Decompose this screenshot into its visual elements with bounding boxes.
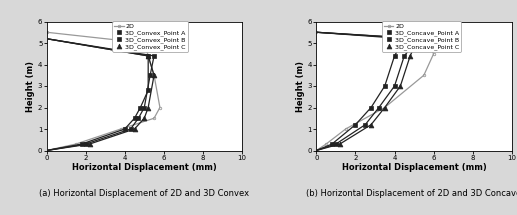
2D [141, 42, 147, 44]
Line: 3D_Concave_Point B: 3D_Concave_Point B [333, 36, 420, 146]
Line: 3D_Convex_Point A: 3D_Convex_Point A [79, 54, 150, 146]
3D_Convex_Point B [128, 128, 134, 130]
2D [151, 117, 157, 120]
3D_Convex_Point A [145, 89, 151, 92]
3D_Convex_Point A [145, 55, 151, 57]
3D_Convex_Point B [151, 55, 157, 57]
Text: (b) Horizontal Displacement of 2D and 3D Concave: (b) Horizontal Displacement of 2D and 3D… [307, 189, 517, 198]
2D [43, 149, 50, 152]
2D [421, 74, 427, 77]
3D_Concave_Point C [337, 143, 343, 145]
3D_Convex_Point A [131, 117, 138, 120]
3D_Concave_Point B [362, 123, 368, 126]
Legend: 2D, 3D_Concave_Point A, 3D_Concave_Point B, 3D_Concave_Point C: 2D, 3D_Concave_Point A, 3D_Concave_Point… [382, 22, 461, 52]
2D [73, 143, 79, 145]
3D_Concave_Point A [352, 123, 358, 126]
Line: 2D: 2D [45, 31, 161, 152]
Text: (a) Horizontal Displacement of 2D and 3D Convex: (a) Horizontal Displacement of 2D and 3D… [39, 189, 249, 198]
2D [43, 31, 50, 34]
3D_Convex_Point C [141, 117, 147, 120]
3D_Concave_Point B [376, 106, 382, 109]
3D_Concave_Point A [329, 143, 335, 145]
3D_Convex_Point B [135, 117, 142, 120]
2D [313, 31, 320, 34]
X-axis label: Horizontal Displacement (mm): Horizontal Displacement (mm) [72, 163, 217, 172]
2D [382, 106, 388, 109]
2D [431, 52, 437, 55]
2D [323, 143, 329, 145]
3D_Convex_Point C [145, 106, 151, 109]
3D_Concave_Point B [401, 55, 407, 57]
3D_Concave_Point B [333, 143, 339, 145]
Legend: 2D, 3D_Convex_Point A, 3D_Convex_Point B, 3D_Convex_Point C: 2D, 3D_Convex_Point A, 3D_Convex_Point B… [112, 22, 188, 52]
Line: 3D_Convex_Point B: 3D_Convex_Point B [83, 54, 157, 146]
Line: 3D_Concave_Point A: 3D_Concave_Point A [329, 36, 407, 146]
3D_Convex_Point C [131, 128, 138, 130]
3D_Concave_Point A [391, 55, 398, 57]
Line: 2D: 2D [315, 31, 435, 152]
3D_Concave_Point C [368, 123, 374, 126]
X-axis label: Horizontal Displacement (mm): Horizontal Displacement (mm) [342, 163, 486, 172]
2D [313, 149, 320, 152]
2D [151, 74, 157, 77]
3D_Convex_Point C [86, 143, 93, 145]
3D_Concave_Point A [401, 37, 407, 40]
2D [421, 37, 427, 40]
3D_Convex_Point A [121, 128, 128, 130]
Y-axis label: Height (m): Height (m) [296, 60, 305, 112]
3D_Concave_Point B [391, 85, 398, 87]
2D [157, 106, 163, 109]
2D [343, 128, 349, 130]
3D_Concave_Point C [407, 55, 413, 57]
3D_Convex_Point B [147, 74, 153, 77]
3D_Convex_Point A [79, 143, 85, 145]
3D_Concave_Point A [368, 106, 374, 109]
Y-axis label: Height (m): Height (m) [26, 60, 35, 112]
3D_Concave_Point C [415, 37, 421, 40]
3D_Concave_Point A [382, 85, 388, 87]
3D_Concave_Point C [397, 85, 403, 87]
Line: 3D_Concave_Point C: 3D_Concave_Point C [338, 36, 420, 146]
3D_Convex_Point B [141, 106, 147, 109]
3D_Concave_Point C [382, 106, 388, 109]
2D [118, 128, 124, 130]
3D_Convex_Point A [138, 106, 144, 109]
3D_Convex_Point B [83, 143, 89, 145]
Line: 3D_Convex_Point C: 3D_Convex_Point C [87, 54, 157, 146]
3D_Convex_Point C [151, 74, 157, 77]
3D_Convex_Point C [145, 55, 151, 57]
3D_Concave_Point B [415, 37, 421, 40]
